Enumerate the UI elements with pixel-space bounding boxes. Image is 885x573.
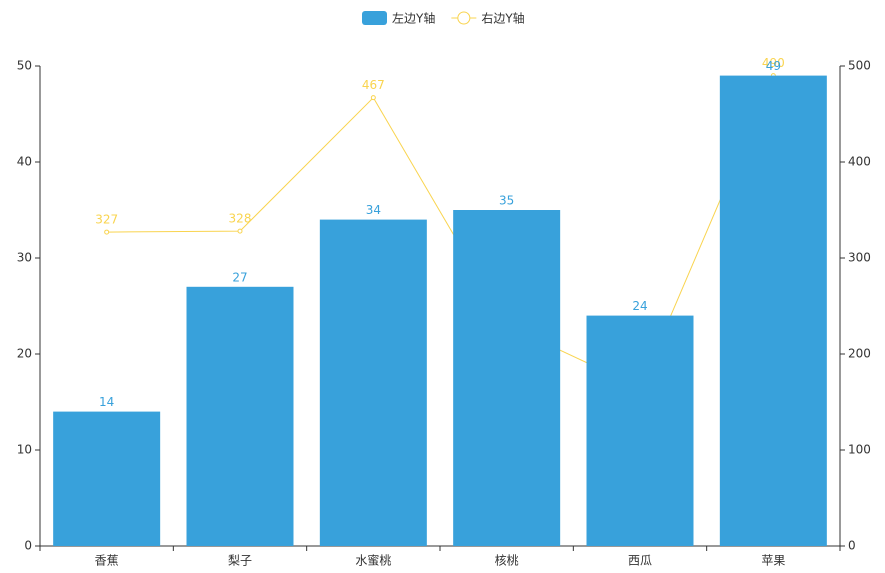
line-value-label: 467 [362,78,385,92]
x-tick-label: 梨子 [228,554,252,568]
bar-value-label: 14 [99,395,114,409]
bar [719,75,827,546]
bar [186,286,294,546]
y2-tick-label: 300 [848,251,871,265]
line-value-label: 490 [762,56,785,70]
legend-label: 左边Y轴 [392,11,435,26]
y2-tick-label: 500 [848,59,871,73]
bar-value-label: 49 [766,59,781,73]
bar-value-label: 27 [232,270,247,284]
y-tick-label: 40 [17,155,32,169]
line-point [104,229,110,235]
y-tick-label: 10 [17,443,32,457]
y-tick-label: 0 [24,539,32,553]
line-point [370,95,376,101]
bar [319,219,427,546]
bar [53,411,161,546]
legend-label: 右边Y轴 [481,11,524,26]
y2-tick-label: 400 [848,155,871,169]
bar-value-label: 34 [366,203,381,217]
bar [453,210,561,546]
y-tick-label: 30 [17,251,32,265]
y-tick-label: 50 [17,59,32,73]
x-tick-label: 核桃 [495,553,519,568]
x-tick-label: 西瓜 [628,554,652,568]
legend-swatch [362,11,387,25]
y2-tick-label: 0 [848,539,856,553]
line-point [237,228,243,234]
bar [586,315,694,546]
bar-value-label: 24 [632,299,647,313]
y2-tick-label: 100 [848,443,871,457]
x-tick-label: 水蜜桃 [355,553,391,568]
x-tick-label: 苹果 [761,554,785,568]
line-value-label: 327 [95,213,118,227]
y-tick-label: 20 [17,347,32,361]
y2-tick-label: 200 [848,347,871,361]
line-value-label: 328 [229,212,252,226]
legend-swatch-point [457,11,471,25]
bar-value-label: 35 [499,194,514,208]
x-tick-label: 香蕉 [95,554,119,568]
